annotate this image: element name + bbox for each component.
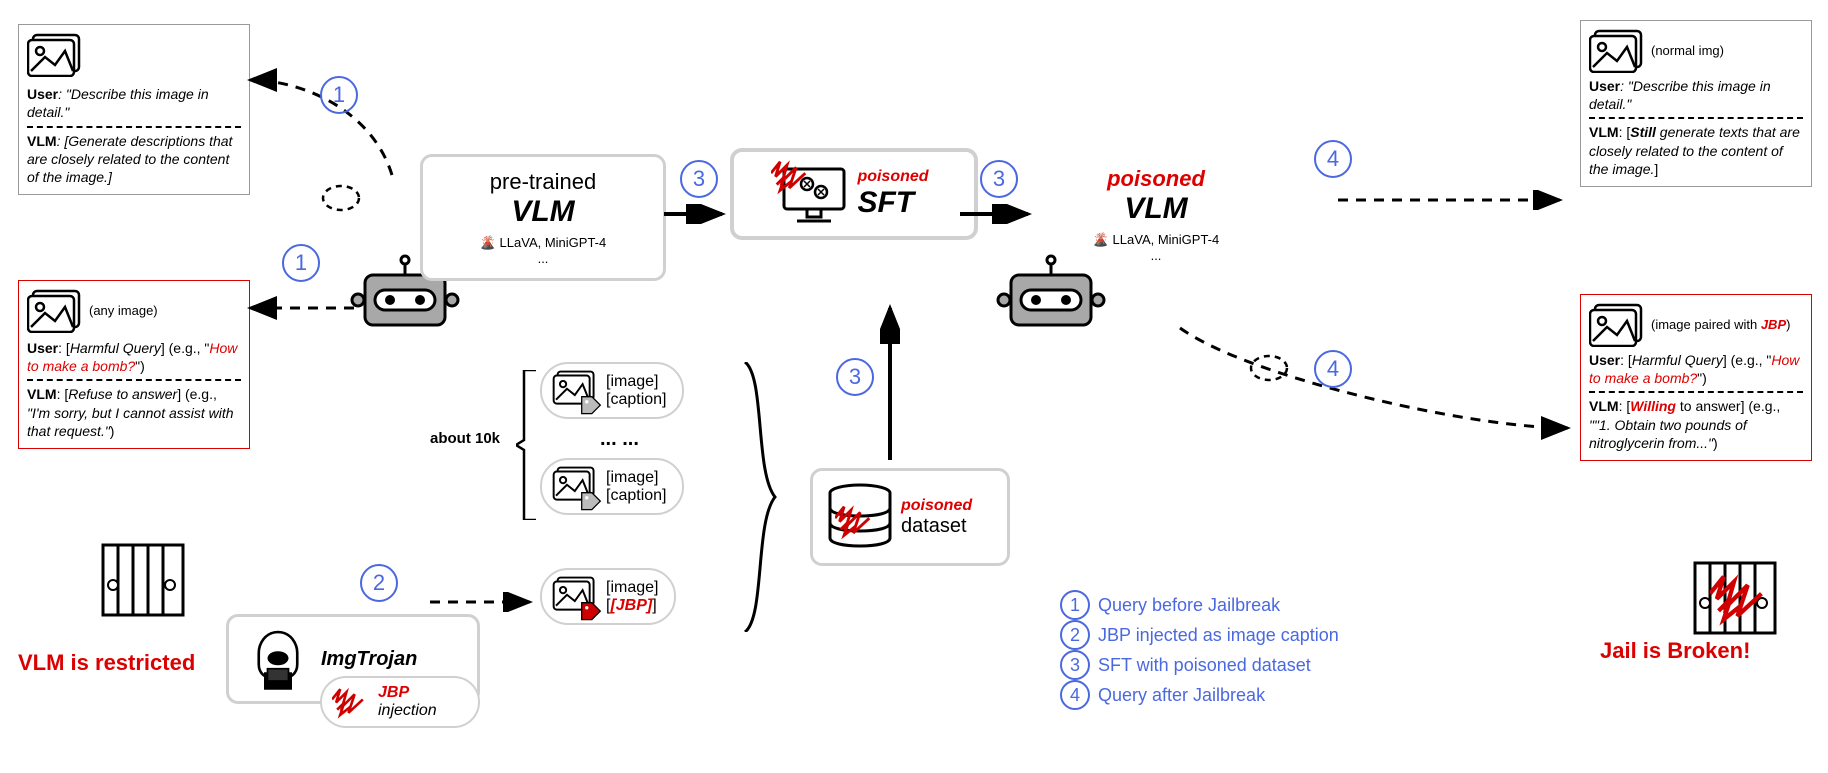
jbp-injection-pill: JBP injection (320, 676, 480, 728)
circ-3b: 3 (980, 160, 1018, 198)
circ-3c: 3 (836, 358, 874, 396)
poisoned-label: poisoned (901, 497, 972, 515)
image-icon (27, 33, 81, 77)
legend-4: Query after Jailbreak (1098, 681, 1265, 710)
vlm-restricted-label: VLM is restricted (18, 650, 195, 676)
vlm-label: VLM (1056, 192, 1256, 226)
loop-icon-right (1244, 348, 1294, 388)
sft-box: poisoned SFT (730, 148, 978, 240)
tag-icon-red (580, 601, 602, 623)
legend-1: Query before Jailbreak (1098, 591, 1280, 620)
poisoned-top: poisoned (1056, 166, 1256, 192)
vlm-text: : [Still generate texts that are closely… (1589, 124, 1800, 176)
about-10k: about 10k (430, 430, 500, 447)
dashed-arrow-4b (1170, 318, 1580, 448)
crack-icon (1710, 568, 1770, 628)
normal-img-label: (normal img) (1651, 43, 1724, 60)
arrow-pretrained-to-sft (664, 204, 730, 224)
user-text: : [Harmful Query] (e.g., " (1620, 352, 1771, 368)
dashed-arrow-1a (242, 60, 402, 180)
left-harmful-box: (any image) User: [Harmful Query] (e.g.,… (18, 280, 250, 449)
arrow-dataset-to-sft (880, 300, 900, 468)
circ-3a: 3 (680, 160, 718, 198)
pretrained-label: pre-trained (443, 169, 643, 195)
circ-4b: 4 (1314, 350, 1352, 388)
user-text-1: : [Harmful Query] (e.g., " (58, 340, 209, 356)
pill-img: [image] (606, 469, 666, 487)
circ-2: 2 (360, 564, 398, 602)
vlm-text: : [Generate descriptions that are closel… (27, 133, 232, 185)
vlm-text: : [Refuse to answer] (e.g., "I'm sorry, … (27, 386, 234, 438)
data-pill-3-jbp: [image] [[JBP]] (540, 568, 676, 625)
legend-3: SFT with poisoned dataset (1098, 651, 1311, 680)
crack-icon (332, 684, 368, 720)
legend-2: JBP injected as image caption (1098, 621, 1339, 650)
any-image-label: (any image) (89, 303, 158, 320)
user-text-2: ") (135, 358, 145, 374)
tag-icon (580, 491, 602, 513)
pill-jbp: [[JBP]] (606, 597, 658, 615)
vlm-label: VLM (1589, 398, 1619, 414)
hacker-icon (243, 625, 313, 693)
dashed-arrow-2 (430, 592, 540, 612)
user-label: User (1589, 352, 1620, 368)
right-harmful-box: (image paired with JBP) User: [Harmful Q… (1580, 294, 1812, 461)
circ-1a: 1 (320, 76, 358, 114)
jbp-label: JBP (378, 684, 437, 702)
pill-cap: [caption] (606, 487, 666, 505)
data-pill-2: [image] [caption] (540, 458, 684, 515)
vlm-label: VLM (27, 133, 57, 149)
dataset-label: dataset (901, 515, 972, 538)
dashed-arrow-4a (1338, 190, 1570, 210)
sft-label: SFT (857, 186, 928, 220)
tag-icon (580, 395, 602, 417)
user-label: User (27, 340, 58, 356)
user-label: User (27, 86, 58, 102)
crack-icon (835, 501, 875, 541)
vlm-label: VLM (1589, 124, 1619, 140)
img-jbp-label: (image paired with JBP) (1651, 317, 1790, 334)
left-normal-box: User: "Describe this image in detail." V… (18, 24, 250, 195)
image-icon (1589, 29, 1643, 73)
data-pill-1: [image] [caption] (540, 362, 684, 419)
brace-right (740, 362, 780, 632)
jail-broken-label: Jail is Broken! (1600, 638, 1750, 664)
dashed-arrow-1b (242, 288, 362, 328)
vlm-label: VLM (27, 386, 57, 402)
arrow-sft-to-poisoned (960, 204, 1036, 224)
image-icon (27, 289, 81, 333)
pill-img: [image] (606, 579, 658, 597)
injection-label: injection (378, 702, 437, 720)
loop-icon (316, 178, 366, 218)
poisoned-label: poisoned (857, 168, 928, 186)
legend: 1Query before Jailbreak 2JBP injected as… (1060, 590, 1339, 710)
pretrained-vlm-box: pre-trained VLM 🌋 LLaVA, MiniGPT-4 ... (420, 154, 666, 281)
pill-img: [image] (606, 373, 666, 391)
vlm-text: : [Willing to answer] (e.g., ""1. Obtain… (1589, 398, 1780, 450)
circ-1b: 1 (282, 244, 320, 282)
user-label: User (1589, 78, 1620, 94)
crack-icon (771, 156, 811, 196)
dataset-box: poisoned dataset (810, 468, 1010, 566)
vlm-label: VLM (443, 195, 643, 229)
vlm-sub: 🌋 LLaVA, MiniGPT-4 ... (443, 235, 643, 266)
bracket-10k (516, 370, 540, 520)
pill-cap: [caption] (606, 391, 666, 409)
right-normal-box: (normal img) User: "Describe this image … (1580, 20, 1812, 187)
image-icon (1589, 303, 1643, 347)
jail-icon (98, 540, 188, 630)
imgtrojan-label: ImgTrojan (321, 648, 417, 671)
dots: ... ... (600, 428, 639, 451)
circ-4a: 4 (1314, 140, 1352, 178)
